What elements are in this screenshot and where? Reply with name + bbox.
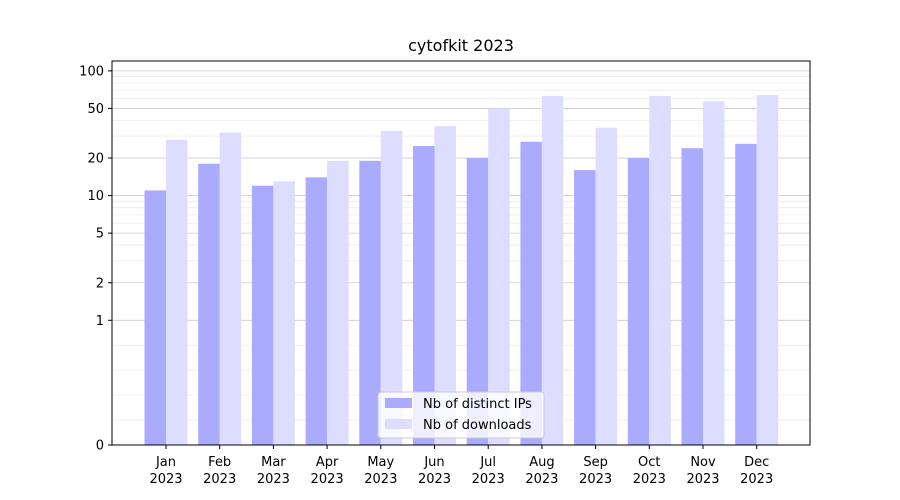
- bar-ips-jan: [144, 190, 166, 445]
- x-tick-label-year: 2023: [311, 472, 344, 487]
- bar-downloads-jun: [434, 126, 456, 446]
- x-tick-label-month: Jan: [155, 455, 176, 470]
- y-tick-label: 50: [87, 102, 104, 117]
- bars: [144, 95, 779, 446]
- y-tick-label: 2: [96, 276, 104, 291]
- legend: Nb of distinct IPs Nb of downloads: [377, 391, 545, 439]
- bar-ips-jun: [413, 145, 435, 446]
- x-tick-label-year: 2023: [740, 472, 773, 487]
- bar-ips-nov: [681, 148, 703, 445]
- series-downloads: [166, 95, 779, 446]
- legend-box: [377, 391, 545, 439]
- x-tick-label-month: Mar: [261, 455, 286, 470]
- bar-ips-jul: [466, 158, 489, 445]
- y-tick-label: 0: [96, 439, 104, 454]
- legend-swatch: [385, 419, 412, 429]
- x-tick-label-year: 2023: [579, 472, 612, 487]
- legend-swatch: [385, 398, 412, 408]
- x-tick-label-year: 2023: [257, 472, 290, 487]
- x-tick-label-month: Dec: [744, 455, 769, 470]
- x-tick-label-month: Oct: [638, 455, 660, 470]
- y-tick-label: 1: [96, 314, 104, 329]
- bar-downloads-dec: [756, 95, 779, 446]
- bar-ips-sep: [574, 170, 596, 445]
- bar-downloads-oct: [649, 95, 671, 446]
- x-tick-label-month: Nov: [690, 455, 716, 470]
- x-tick-label-year: 2023: [633, 472, 666, 487]
- bar-downloads-jan: [166, 139, 188, 445]
- bar-downloads-aug: [541, 95, 564, 446]
- x-tick-label-month: May: [367, 455, 394, 470]
- x-tick-label-month: Jun: [423, 455, 444, 470]
- bar-downloads-feb: [219, 132, 242, 446]
- x-tick-label-year: 2023: [364, 472, 397, 487]
- bar-downloads-nov: [703, 101, 725, 446]
- y-tick-label: 20: [87, 152, 104, 167]
- bar-ips-may: [359, 160, 381, 445]
- y-axis-ticks: 0 1 2 5 10 20 50 100: [79, 64, 112, 454]
- x-tick-label-year: 2023: [525, 472, 558, 487]
- x-tick-label-year: 2023: [203, 472, 236, 487]
- chart-title: cytofkit 2023: [408, 36, 514, 55]
- bar-ips-oct: [627, 158, 650, 445]
- bar-ips-dec: [735, 143, 757, 446]
- bar-downloads-may: [380, 130, 403, 445]
- bar-downloads-sep: [595, 127, 618, 445]
- bar-ips-mar: [251, 185, 274, 445]
- x-tick-label-year: 2023: [686, 472, 719, 487]
- x-tick-label-year: 2023: [418, 472, 451, 487]
- y-tick-label: 100: [79, 64, 104, 79]
- x-tick-label-year: 2023: [472, 472, 505, 487]
- plot-frame: [111, 60, 811, 446]
- legend-label: Nb of downloads: [423, 418, 532, 433]
- series-distinct-ips: [144, 141, 757, 446]
- x-axis-ticks: Jan 2023 Feb 2023 Mar 2023 Apr 2023 May 2023 Jun 20…: [149, 445, 773, 487]
- bar-ips-apr: [305, 177, 328, 445]
- x-tick-label-year: 2023: [149, 472, 182, 487]
- x-tick-label-month: Sep: [583, 455, 608, 470]
- bar-downloads-apr: [327, 160, 349, 445]
- bar-ips-feb: [198, 163, 220, 445]
- y-tick-label: 5: [96, 227, 104, 242]
- bar-ips-aug: [520, 141, 542, 445]
- legend-label: Nb of distinct IPs: [423, 397, 532, 412]
- x-tick-label-month: Feb: [208, 455, 231, 470]
- x-tick-label-month: Jul: [479, 455, 496, 470]
- bar-downloads-jul: [488, 108, 510, 446]
- x-tick-label-month: Apr: [316, 455, 339, 470]
- y-tick-label: 10: [87, 189, 104, 204]
- x-tick-label-month: Aug: [529, 455, 554, 470]
- bar-downloads-mar: [273, 181, 295, 445]
